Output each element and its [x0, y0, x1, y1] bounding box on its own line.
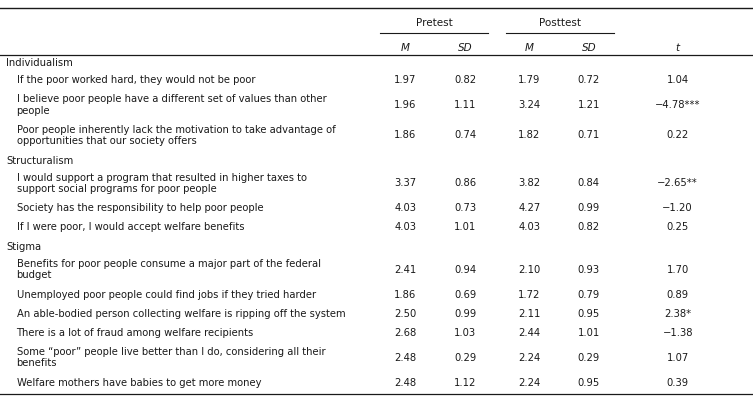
Text: −1.20: −1.20: [663, 203, 693, 213]
Text: 2.24: 2.24: [518, 353, 541, 363]
Text: 1.97: 1.97: [394, 75, 416, 85]
Text: 0.25: 0.25: [666, 222, 689, 232]
Text: 1.72: 1.72: [518, 290, 541, 300]
Text: 0.99: 0.99: [454, 309, 477, 319]
Text: 4.03: 4.03: [518, 222, 541, 232]
Text: 3.24: 3.24: [518, 100, 541, 110]
Text: 0.95: 0.95: [578, 309, 600, 319]
Text: support social programs for poor people: support social programs for poor people: [17, 184, 216, 194]
Text: M: M: [401, 43, 410, 53]
Text: 1.03: 1.03: [454, 328, 477, 338]
Text: −2.65**: −2.65**: [657, 178, 698, 188]
Text: 1.82: 1.82: [518, 130, 541, 140]
Text: 0.84: 0.84: [578, 178, 600, 188]
Text: 3.82: 3.82: [518, 178, 541, 188]
Text: SD: SD: [458, 43, 473, 53]
Text: Stigma: Stigma: [6, 242, 41, 252]
Text: 0.82: 0.82: [454, 75, 477, 85]
Text: 1.01: 1.01: [578, 328, 600, 338]
Text: Society has the responsibility to help poor people: Society has the responsibility to help p…: [17, 203, 264, 213]
Text: I would support a program that resulted in higher taxes to: I would support a program that resulted …: [17, 173, 306, 183]
Text: 2.11: 2.11: [518, 309, 541, 319]
Text: 1.96: 1.96: [394, 100, 416, 110]
Text: Posttest: Posttest: [539, 18, 581, 28]
Text: 0.82: 0.82: [578, 222, 600, 232]
Text: −4.78***: −4.78***: [655, 100, 700, 110]
Text: Benefits for poor people consume a major part of the federal: Benefits for poor people consume a major…: [17, 259, 321, 269]
Text: 0.89: 0.89: [666, 290, 689, 300]
Text: 0.99: 0.99: [578, 203, 600, 213]
Text: 4.27: 4.27: [518, 203, 541, 213]
Text: 1.11: 1.11: [454, 100, 477, 110]
Text: opportunities that our society offers: opportunities that our society offers: [17, 136, 197, 146]
Text: 4.03: 4.03: [394, 222, 416, 232]
Text: Some “poor” people live better than I do, considering all their: Some “poor” people live better than I do…: [17, 347, 325, 357]
Text: Structuralism: Structuralism: [6, 156, 73, 166]
Text: 2.48: 2.48: [394, 378, 416, 388]
Text: 0.73: 0.73: [454, 203, 477, 213]
Text: 2.38*: 2.38*: [664, 309, 691, 319]
Text: 0.86: 0.86: [454, 178, 477, 188]
Text: Poor people inherently lack the motivation to take advantage of: Poor people inherently lack the motivati…: [17, 125, 335, 135]
Text: 1.12: 1.12: [454, 378, 477, 388]
Text: 1.04: 1.04: [666, 75, 689, 85]
Text: 4.03: 4.03: [394, 203, 416, 213]
Text: 2.24: 2.24: [518, 378, 541, 388]
Text: 0.69: 0.69: [454, 290, 477, 300]
Text: 3.37: 3.37: [394, 178, 416, 188]
Text: Unemployed poor people could find jobs if they tried harder: Unemployed poor people could find jobs i…: [17, 290, 316, 300]
Text: 2.10: 2.10: [518, 265, 541, 275]
Text: 0.72: 0.72: [578, 75, 600, 85]
Text: There is a lot of fraud among welfare recipients: There is a lot of fraud among welfare re…: [17, 328, 254, 338]
Text: 1.86: 1.86: [394, 290, 416, 300]
Text: 0.29: 0.29: [578, 353, 600, 363]
Text: 0.74: 0.74: [454, 130, 477, 140]
Text: 1.86: 1.86: [394, 130, 416, 140]
Text: 2.68: 2.68: [394, 328, 416, 338]
Text: 0.94: 0.94: [454, 265, 477, 275]
Text: 1.79: 1.79: [518, 75, 541, 85]
Text: An able-bodied person collecting welfare is ripping off the system: An able-bodied person collecting welfare…: [17, 309, 345, 319]
Text: benefits: benefits: [17, 358, 57, 368]
Text: If I were poor, I would accept welfare benefits: If I were poor, I would accept welfare b…: [17, 222, 244, 232]
Text: people: people: [17, 106, 50, 116]
Text: t: t: [675, 43, 680, 53]
Text: budget: budget: [17, 270, 52, 280]
Text: 1.07: 1.07: [666, 353, 689, 363]
Text: Welfare mothers have babies to get more money: Welfare mothers have babies to get more …: [17, 378, 261, 388]
Text: Pretest: Pretest: [416, 18, 453, 28]
Text: 0.95: 0.95: [578, 378, 600, 388]
Text: 0.22: 0.22: [666, 130, 689, 140]
Text: 1.01: 1.01: [454, 222, 477, 232]
Text: 2.48: 2.48: [394, 353, 416, 363]
Text: 2.41: 2.41: [394, 265, 416, 275]
Text: 1.70: 1.70: [666, 265, 689, 275]
Text: 1.21: 1.21: [578, 100, 600, 110]
Text: I believe poor people have a different set of values than other: I believe poor people have a different s…: [17, 94, 326, 104]
Text: If the poor worked hard, they would not be poor: If the poor worked hard, they would not …: [17, 75, 255, 85]
Text: Individualism: Individualism: [6, 58, 73, 68]
Text: 0.29: 0.29: [454, 353, 477, 363]
Text: SD: SD: [581, 43, 596, 53]
Text: 0.79: 0.79: [578, 290, 600, 300]
Text: 0.71: 0.71: [578, 130, 600, 140]
Text: 2.50: 2.50: [394, 309, 416, 319]
Text: 0.39: 0.39: [666, 378, 689, 388]
Text: M: M: [525, 43, 534, 53]
Text: 2.44: 2.44: [518, 328, 541, 338]
Text: −1.38: −1.38: [663, 328, 693, 338]
Text: 0.93: 0.93: [578, 265, 600, 275]
